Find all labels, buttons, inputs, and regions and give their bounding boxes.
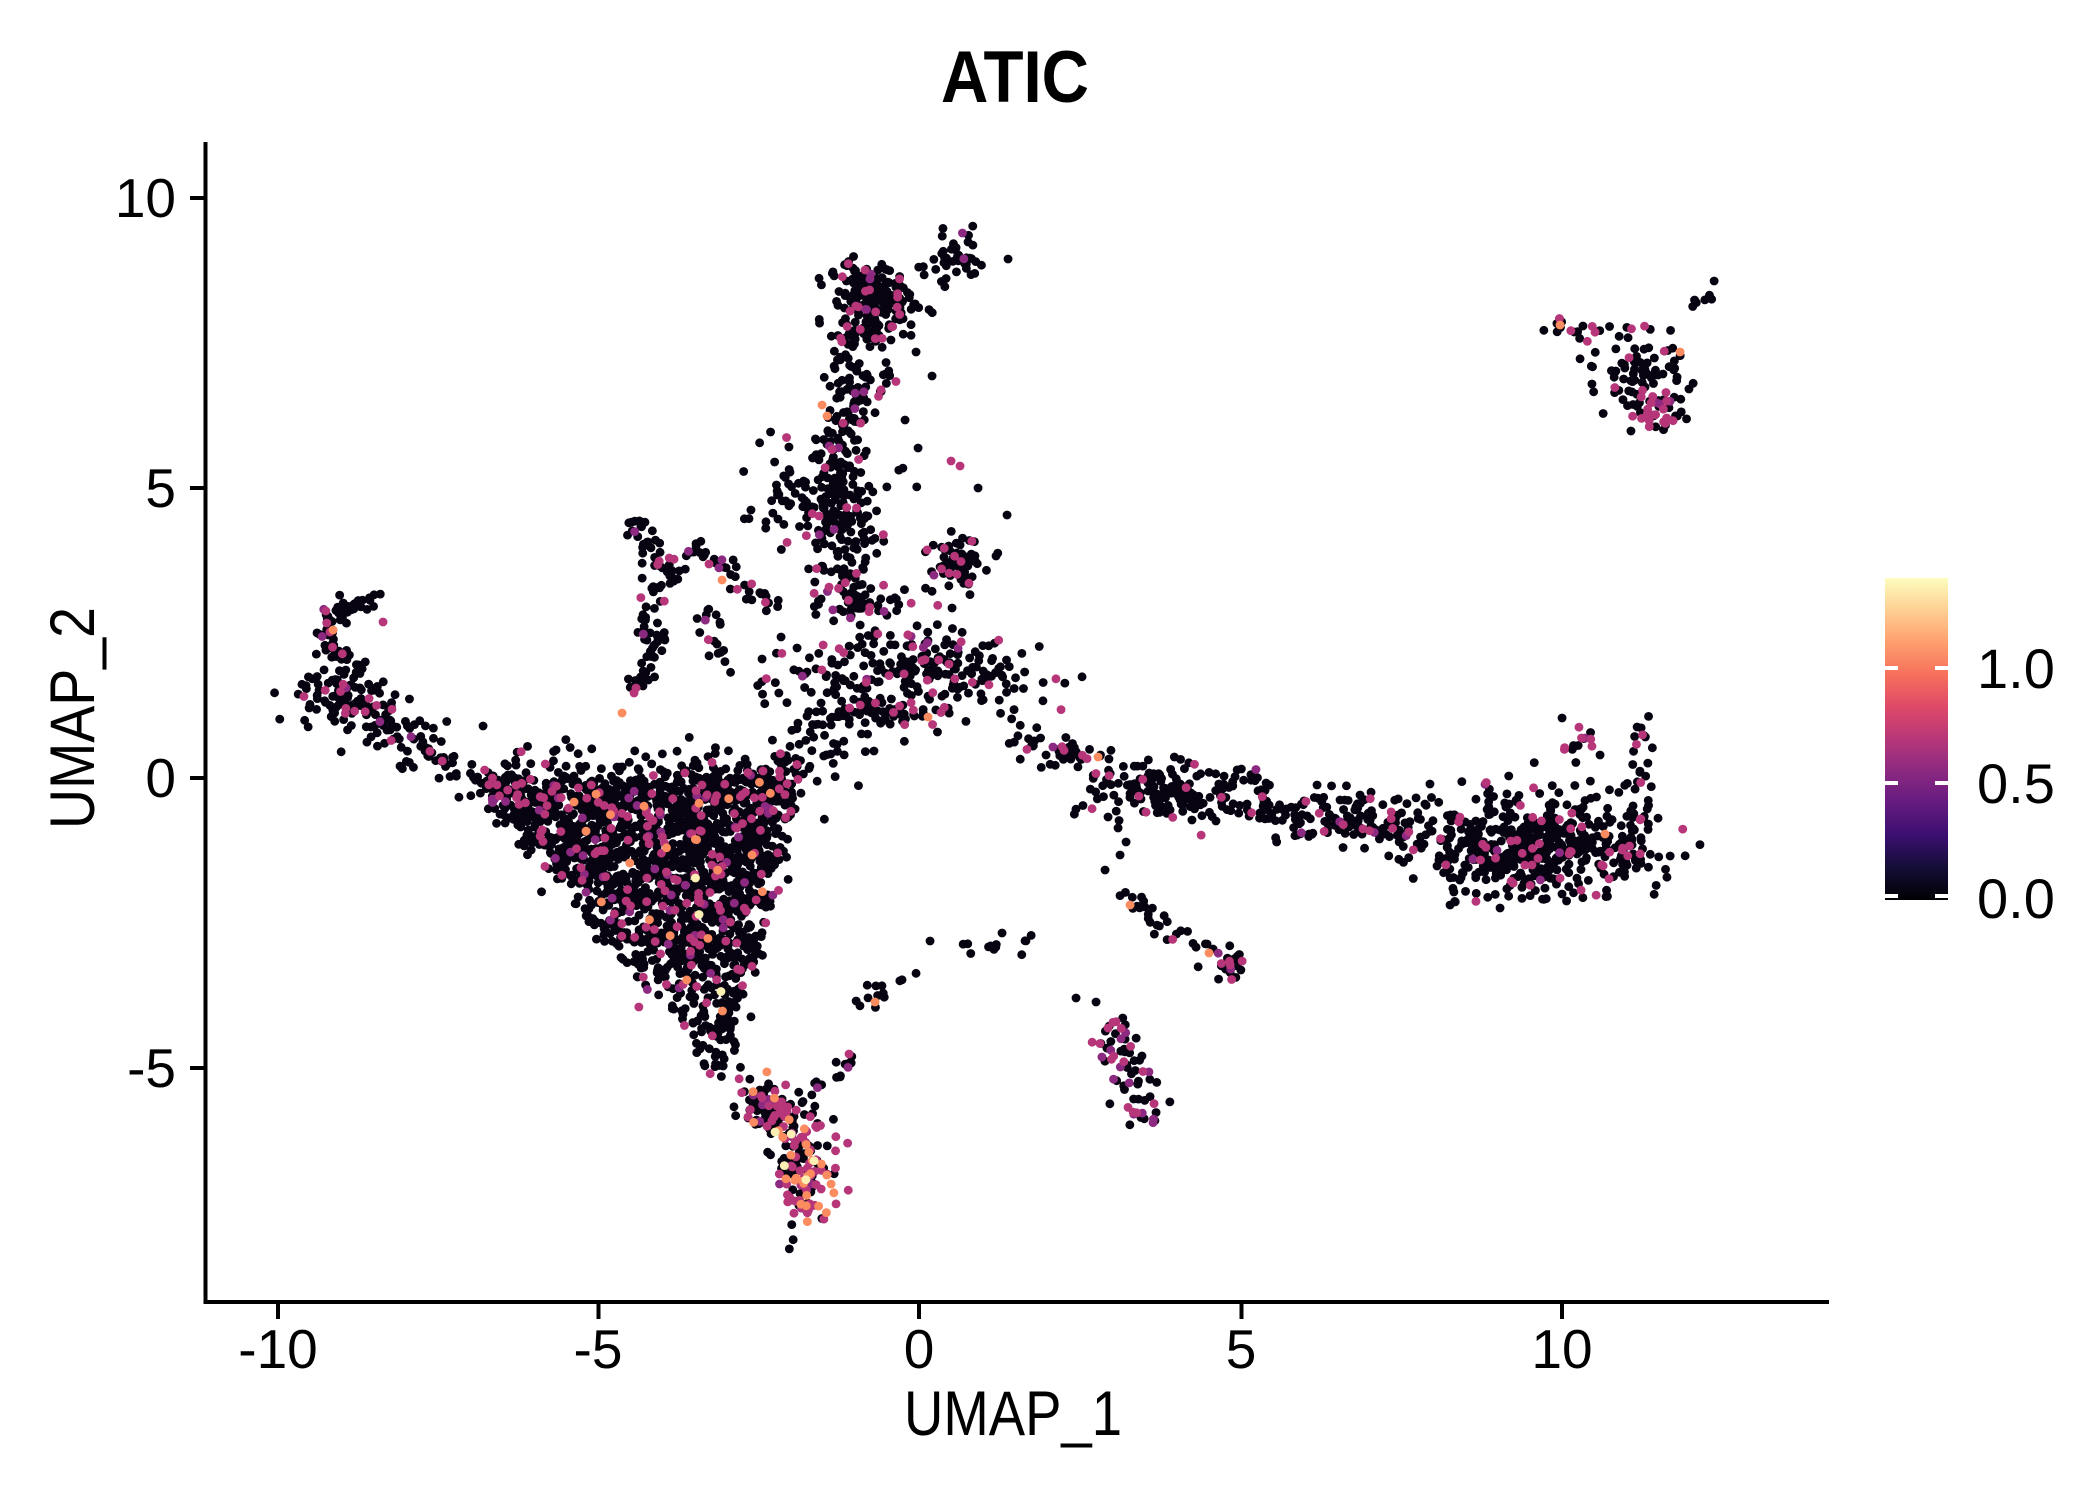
- svg-text:10: 10: [115, 167, 176, 229]
- svg-text:5: 5: [145, 457, 176, 519]
- svg-text:1.0: 1.0: [1977, 637, 2055, 700]
- svg-text:0: 0: [145, 747, 176, 809]
- svg-text:0: 0: [904, 1318, 935, 1380]
- svg-text:-5: -5: [574, 1318, 623, 1380]
- svg-text:UMAP_1: UMAP_1: [904, 1379, 1122, 1449]
- svg-text:-5: -5: [127, 1037, 176, 1099]
- svg-text:UMAP_2: UMAP_2: [38, 607, 108, 829]
- svg-text:-10: -10: [238, 1318, 318, 1380]
- svg-text:5: 5: [1226, 1318, 1257, 1380]
- svg-text:0.5: 0.5: [1977, 752, 2055, 815]
- svg-text:ATIC: ATIC: [941, 35, 1089, 118]
- svg-text:10: 10: [1531, 1318, 1592, 1380]
- svg-text:0.0: 0.0: [1977, 867, 2055, 930]
